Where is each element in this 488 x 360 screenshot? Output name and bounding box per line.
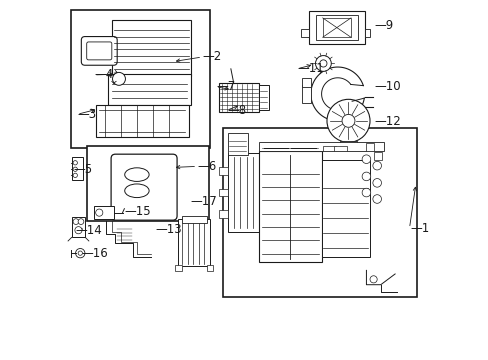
FancyBboxPatch shape [111,154,177,220]
Circle shape [78,251,82,255]
Bar [364,29,369,37]
Circle shape [372,161,381,170]
Bar [301,78,310,87]
Bar [108,74,190,105]
Circle shape [369,276,376,283]
Bar [72,217,85,237]
Text: —13: —13 [155,223,182,236]
Bar [112,21,190,76]
Bar [308,12,364,44]
Bar [219,211,228,218]
Bar [228,134,247,155]
Circle shape [96,209,102,216]
Circle shape [362,155,370,163]
Text: —15: —15 [124,205,151,218]
Text: —1: —1 [409,222,428,235]
Text: —10: —10 [373,80,400,93]
Circle shape [73,219,79,225]
Bar [366,143,373,151]
Bar [315,15,357,40]
Bar [323,146,335,150]
Text: —12: —12 [373,115,400,128]
Bar [175,265,182,271]
Bar [258,151,321,262]
Circle shape [341,114,354,127]
Bar [333,146,346,150]
Text: —16: —16 [81,247,108,260]
Text: —5: —5 [73,163,92,176]
Bar [72,157,83,180]
Bar [373,152,382,160]
Bar [301,29,308,37]
Bar [96,105,188,137]
Bar [182,216,206,223]
Bar [87,146,209,221]
Text: —4: —4 [94,68,114,81]
Circle shape [362,172,370,181]
FancyBboxPatch shape [81,37,117,65]
Circle shape [372,179,381,187]
Bar [94,206,113,220]
Circle shape [112,72,125,85]
Circle shape [75,226,82,234]
Circle shape [78,219,83,225]
Ellipse shape [124,184,149,198]
Circle shape [326,99,369,142]
Bar [206,265,213,271]
Circle shape [73,173,77,177]
Bar [339,141,357,148]
Text: —8: —8 [227,104,246,117]
Bar [228,153,258,232]
Text: —6: —6 [198,160,217,173]
Bar [258,85,268,110]
Text: —7: —7 [216,80,235,93]
Bar [223,128,416,297]
Text: —9: —9 [373,19,393,32]
Circle shape [319,60,326,67]
Ellipse shape [124,168,149,181]
Text: —2: —2 [203,50,222,63]
Bar [219,167,228,175]
Bar [70,10,210,148]
Bar [258,142,384,151]
Text: —17: —17 [190,195,216,208]
Bar [301,85,310,103]
Circle shape [362,188,370,197]
Circle shape [315,55,330,71]
Bar [178,220,210,266]
Circle shape [73,167,77,171]
Text: —11: —11 [297,62,324,75]
Bar [321,160,369,257]
Bar [322,18,350,37]
Bar [219,189,228,196]
Circle shape [73,161,77,165]
Text: —3: —3 [78,108,97,121]
Circle shape [372,195,381,203]
Text: —14: —14 [75,224,102,237]
Circle shape [76,248,85,258]
FancyBboxPatch shape [86,42,112,60]
Bar [219,83,258,112]
